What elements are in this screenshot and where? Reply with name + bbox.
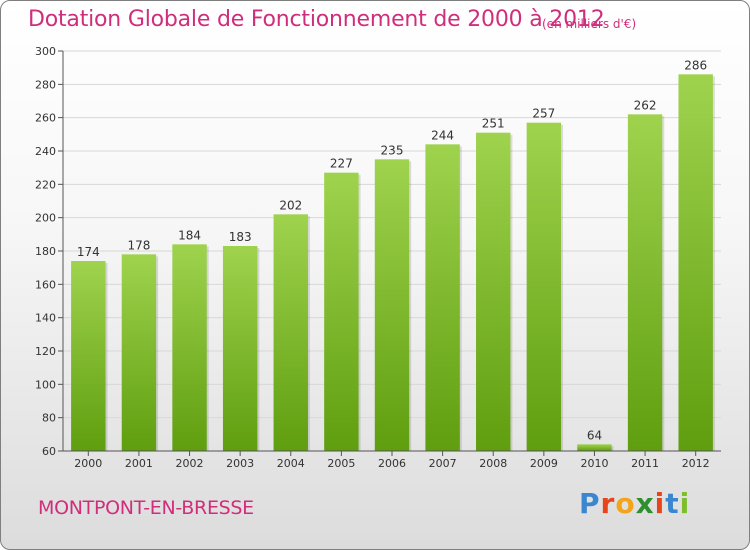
logo-letter: o	[615, 487, 636, 520]
bar	[172, 244, 207, 451]
y-tick-label: 120	[35, 345, 56, 358]
y-tick-label: 200	[35, 212, 56, 225]
y-tick-label: 240	[35, 145, 56, 158]
bar	[121, 254, 157, 451]
x-tick-label: 2006	[378, 457, 406, 470]
x-tick-label: 2011	[631, 457, 659, 470]
data-label: 227	[330, 157, 353, 171]
y-tick-label: 160	[35, 278, 56, 291]
bar	[425, 144, 460, 452]
data-label: 183	[229, 230, 252, 244]
logo-letter: i	[654, 487, 666, 520]
bar	[71, 261, 106, 451]
chart-title: Dotation Globale de Fonctionnement de 20…	[28, 7, 605, 32]
commune-name: MONTPONT-EN-BRESSE	[38, 497, 254, 519]
y-tick-label: 260	[35, 112, 56, 125]
data-label: 251	[482, 117, 505, 131]
logo-letter: P	[579, 487, 601, 520]
x-tick-label: 2008	[479, 457, 507, 470]
data-label: 64	[587, 428, 602, 442]
y-tick-label: 280	[35, 78, 56, 91]
axis-layer: 60 80 100 120 140 160 180 200 220 240 260 280 300 200…	[35, 45, 721, 470]
data-label: 286	[684, 58, 707, 72]
y-tick-label: 300	[35, 45, 56, 58]
data-label: 257	[532, 107, 555, 121]
data-label: 244	[431, 128, 454, 142]
bar	[627, 114, 663, 451]
data-label: 262	[634, 98, 657, 112]
data-label: 235	[381, 143, 404, 157]
y-tick-label: 80	[42, 412, 56, 425]
x-tick-label: 2009	[530, 457, 558, 470]
data-label: 178	[127, 238, 150, 252]
logo-letter: r	[600, 487, 616, 520]
data-label: 202	[279, 198, 302, 212]
bar-layer: 174 178 184 183 202 227 235 244 251 257 64 262 286	[71, 58, 715, 452]
bar	[222, 246, 258, 451]
logo-letter: t	[665, 487, 680, 520]
x-tick-label: 2010	[580, 457, 608, 470]
chart-subtitle: (en milliers d'€)	[542, 17, 637, 31]
bar	[476, 132, 511, 451]
bar	[577, 444, 612, 451]
bar	[273, 214, 308, 451]
x-tick-label: 2002	[176, 457, 204, 470]
bar	[526, 122, 562, 452]
bar	[678, 74, 713, 451]
proxiti-logo[interactable]: Proxiti	[579, 487, 690, 520]
data-label: 184	[178, 228, 201, 242]
y-tick-label: 180	[35, 245, 56, 258]
data-label: 174	[77, 245, 100, 259]
x-tick-label: 2005	[327, 457, 355, 470]
logo-letter: x	[635, 487, 655, 520]
x-tick-label: 2007	[429, 457, 457, 470]
x-tick-label: 2001	[125, 457, 153, 470]
logo-letter: i	[679, 487, 691, 520]
x-tick-label: 2003	[226, 457, 254, 470]
bar	[374, 159, 410, 452]
y-tick-label: 220	[35, 178, 56, 191]
x-tick-label: 2004	[277, 457, 305, 470]
y-tick-label: 140	[35, 312, 56, 325]
y-tick-label: 60	[42, 445, 56, 458]
y-tick-label: 100	[35, 378, 56, 391]
x-tick-label: 2012	[682, 457, 710, 470]
x-tick-label: 2000	[74, 457, 102, 470]
bar	[324, 172, 359, 451]
